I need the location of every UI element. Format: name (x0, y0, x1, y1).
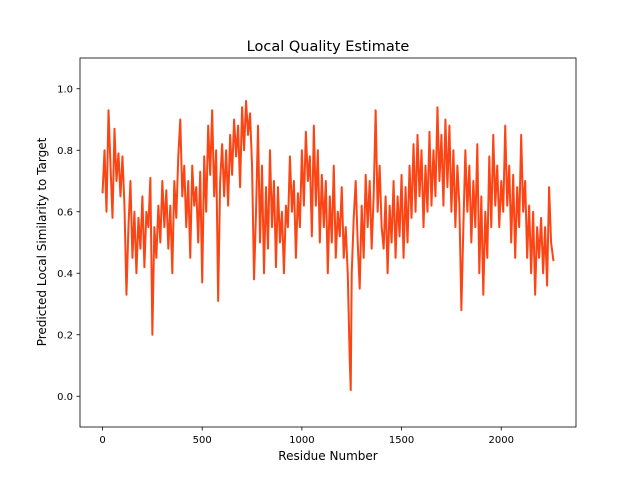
x-tick-label: 1000 (289, 435, 314, 446)
y-tick-label: 0.0 (57, 392, 73, 403)
y-tick-label: 0.2 (57, 330, 73, 341)
y-tick-label: 0.6 (57, 207, 73, 218)
chart-title: Local Quality Estimate (247, 39, 410, 55)
x-tick-label: 500 (193, 435, 212, 446)
y-tick-label: 0.4 (57, 269, 73, 280)
x-tick-label: 0 (99, 435, 105, 446)
data-line (101, 100, 555, 392)
y-axis-label: Predicted Local Similarity to Target (35, 137, 49, 346)
x-axis-label: Residue Number (278, 449, 377, 463)
y-tick-label: 0.8 (57, 146, 73, 157)
x-tick-label: 2000 (489, 435, 514, 446)
y-tick-label: 1.0 (57, 84, 73, 95)
plot-frame (79, 57, 577, 428)
x-tick-label: 1500 (389, 435, 414, 446)
